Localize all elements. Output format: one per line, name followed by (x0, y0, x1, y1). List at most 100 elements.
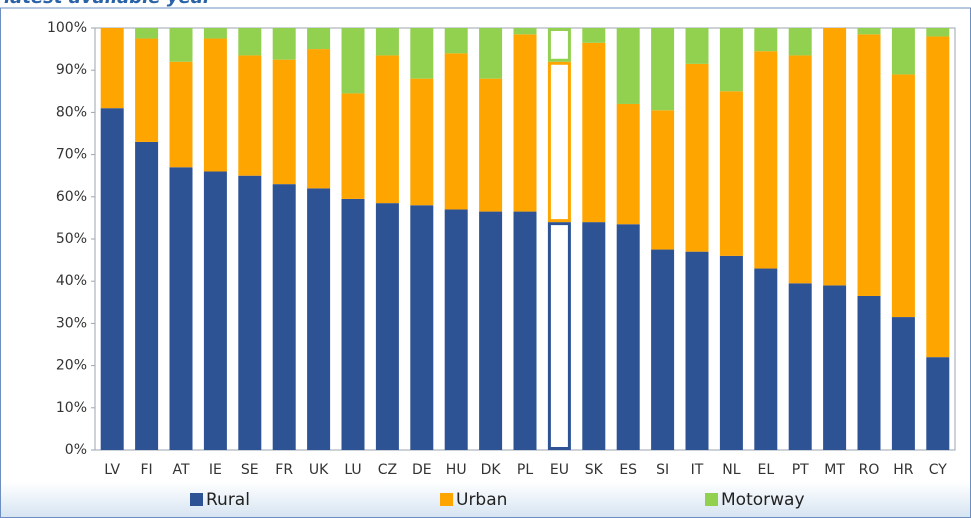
x-tick-label: SK (585, 462, 604, 478)
bar-segment (857, 28, 881, 35)
bar-segment (891, 74, 915, 318)
bar-segment (719, 255, 743, 450)
x-tick-label: HR (893, 462, 914, 478)
bar-segment (410, 78, 434, 206)
legend-label: Urban (456, 490, 507, 510)
legend-swatch (705, 493, 718, 506)
x-tick-label: UK (309, 462, 329, 478)
y-tick-label: 0% (65, 442, 87, 458)
x-tick-label: AT (172, 462, 189, 478)
bar-segment (272, 184, 296, 450)
x-tick-label: DK (481, 462, 502, 478)
bar-segment (479, 211, 503, 450)
x-tick-label: IE (209, 462, 222, 478)
bar-segment (547, 28, 571, 62)
bar-segment (754, 51, 778, 269)
x-tick-label: HU (446, 462, 467, 478)
bar-segment (169, 61, 193, 168)
bar-segment (891, 317, 915, 450)
bar-segment (788, 283, 812, 450)
x-tick-label: ES (619, 462, 637, 478)
x-tick-label: CZ (378, 462, 397, 478)
x-tick-label: PL (517, 462, 533, 478)
x-tick-label: SI (656, 462, 669, 478)
bar-segment (444, 28, 468, 54)
bar-segment (479, 78, 503, 212)
legend-label: Rural (206, 490, 250, 510)
x-tick-label: SE (241, 462, 259, 478)
y-tick-label: 10% (56, 400, 87, 416)
bar-segment (651, 28, 675, 111)
x-tick-label: NL (722, 462, 740, 478)
legend: Rural Urban Motorway (190, 490, 805, 510)
bar-segment (238, 28, 262, 56)
y-tick-label: 50% (56, 231, 87, 247)
bar-segment (616, 103, 640, 225)
bar-segment (823, 285, 847, 450)
bar-segment (685, 63, 709, 252)
bar-segment (272, 59, 296, 185)
x-tick-label: PT (792, 462, 809, 478)
bar-segment (238, 55, 262, 176)
bar-segment (169, 167, 193, 450)
y-tick-label: 90% (56, 62, 87, 78)
bar-segment (307, 28, 331, 50)
legend-swatch (190, 493, 203, 506)
bar-segment (341, 198, 365, 450)
bar-segment (513, 34, 537, 212)
bar-segment (135, 141, 159, 450)
bar-segment (754, 268, 778, 450)
bar-segment (719, 91, 743, 256)
y-tick-label: 40% (56, 273, 87, 289)
bar-segment (926, 36, 950, 358)
bar-segment (238, 175, 262, 450)
y-tick-label: 60% (56, 189, 87, 205)
x-tick-label: DE (412, 462, 432, 478)
bar-segment (341, 93, 365, 199)
bar-segment (685, 28, 709, 64)
x-tick-label: FR (275, 462, 293, 478)
y-tick-label: 20% (56, 358, 87, 374)
y-tick-label: 100% (47, 20, 87, 36)
bar-segment (135, 28, 159, 39)
legend-band (1, 482, 970, 517)
legend-label: Motorway (721, 490, 805, 510)
x-tick-label: MT (824, 462, 845, 478)
bar-segment (375, 55, 399, 204)
bar-segment (582, 222, 606, 450)
x-tick-label: FI (141, 462, 153, 478)
bar-segment (100, 108, 124, 451)
bar-segment (479, 28, 503, 79)
bar-segment (203, 28, 227, 39)
bar-segment (616, 224, 640, 450)
x-tick-label: EU (550, 462, 569, 478)
bar-segment (685, 251, 709, 450)
bar-segment (857, 295, 881, 450)
bar-segment (547, 61, 571, 223)
bar-segment (341, 28, 365, 94)
bar-segment (307, 49, 331, 189)
bar-segment (272, 28, 296, 60)
bar-segment (857, 34, 881, 296)
bar-segment (926, 28, 950, 37)
bar-segment (100, 28, 124, 109)
bar-segment (651, 249, 675, 450)
bar-segment (410, 28, 434, 79)
bar-segment (547, 222, 571, 450)
x-tick-label: LU (344, 462, 361, 478)
bar-segment (788, 55, 812, 284)
bar-segment (444, 209, 468, 450)
bar-segment (375, 203, 399, 450)
bar-segment (616, 28, 640, 104)
bar-segment (410, 205, 434, 450)
x-tick-label: CY (929, 462, 948, 478)
x-tick-label: EL (757, 462, 774, 478)
bar-segment (891, 28, 915, 75)
bar-segment (823, 28, 847, 286)
bar-segment (788, 28, 812, 56)
bar-segment (926, 357, 950, 450)
y-tick-label: 80% (56, 104, 87, 120)
bar-segment (444, 53, 468, 210)
